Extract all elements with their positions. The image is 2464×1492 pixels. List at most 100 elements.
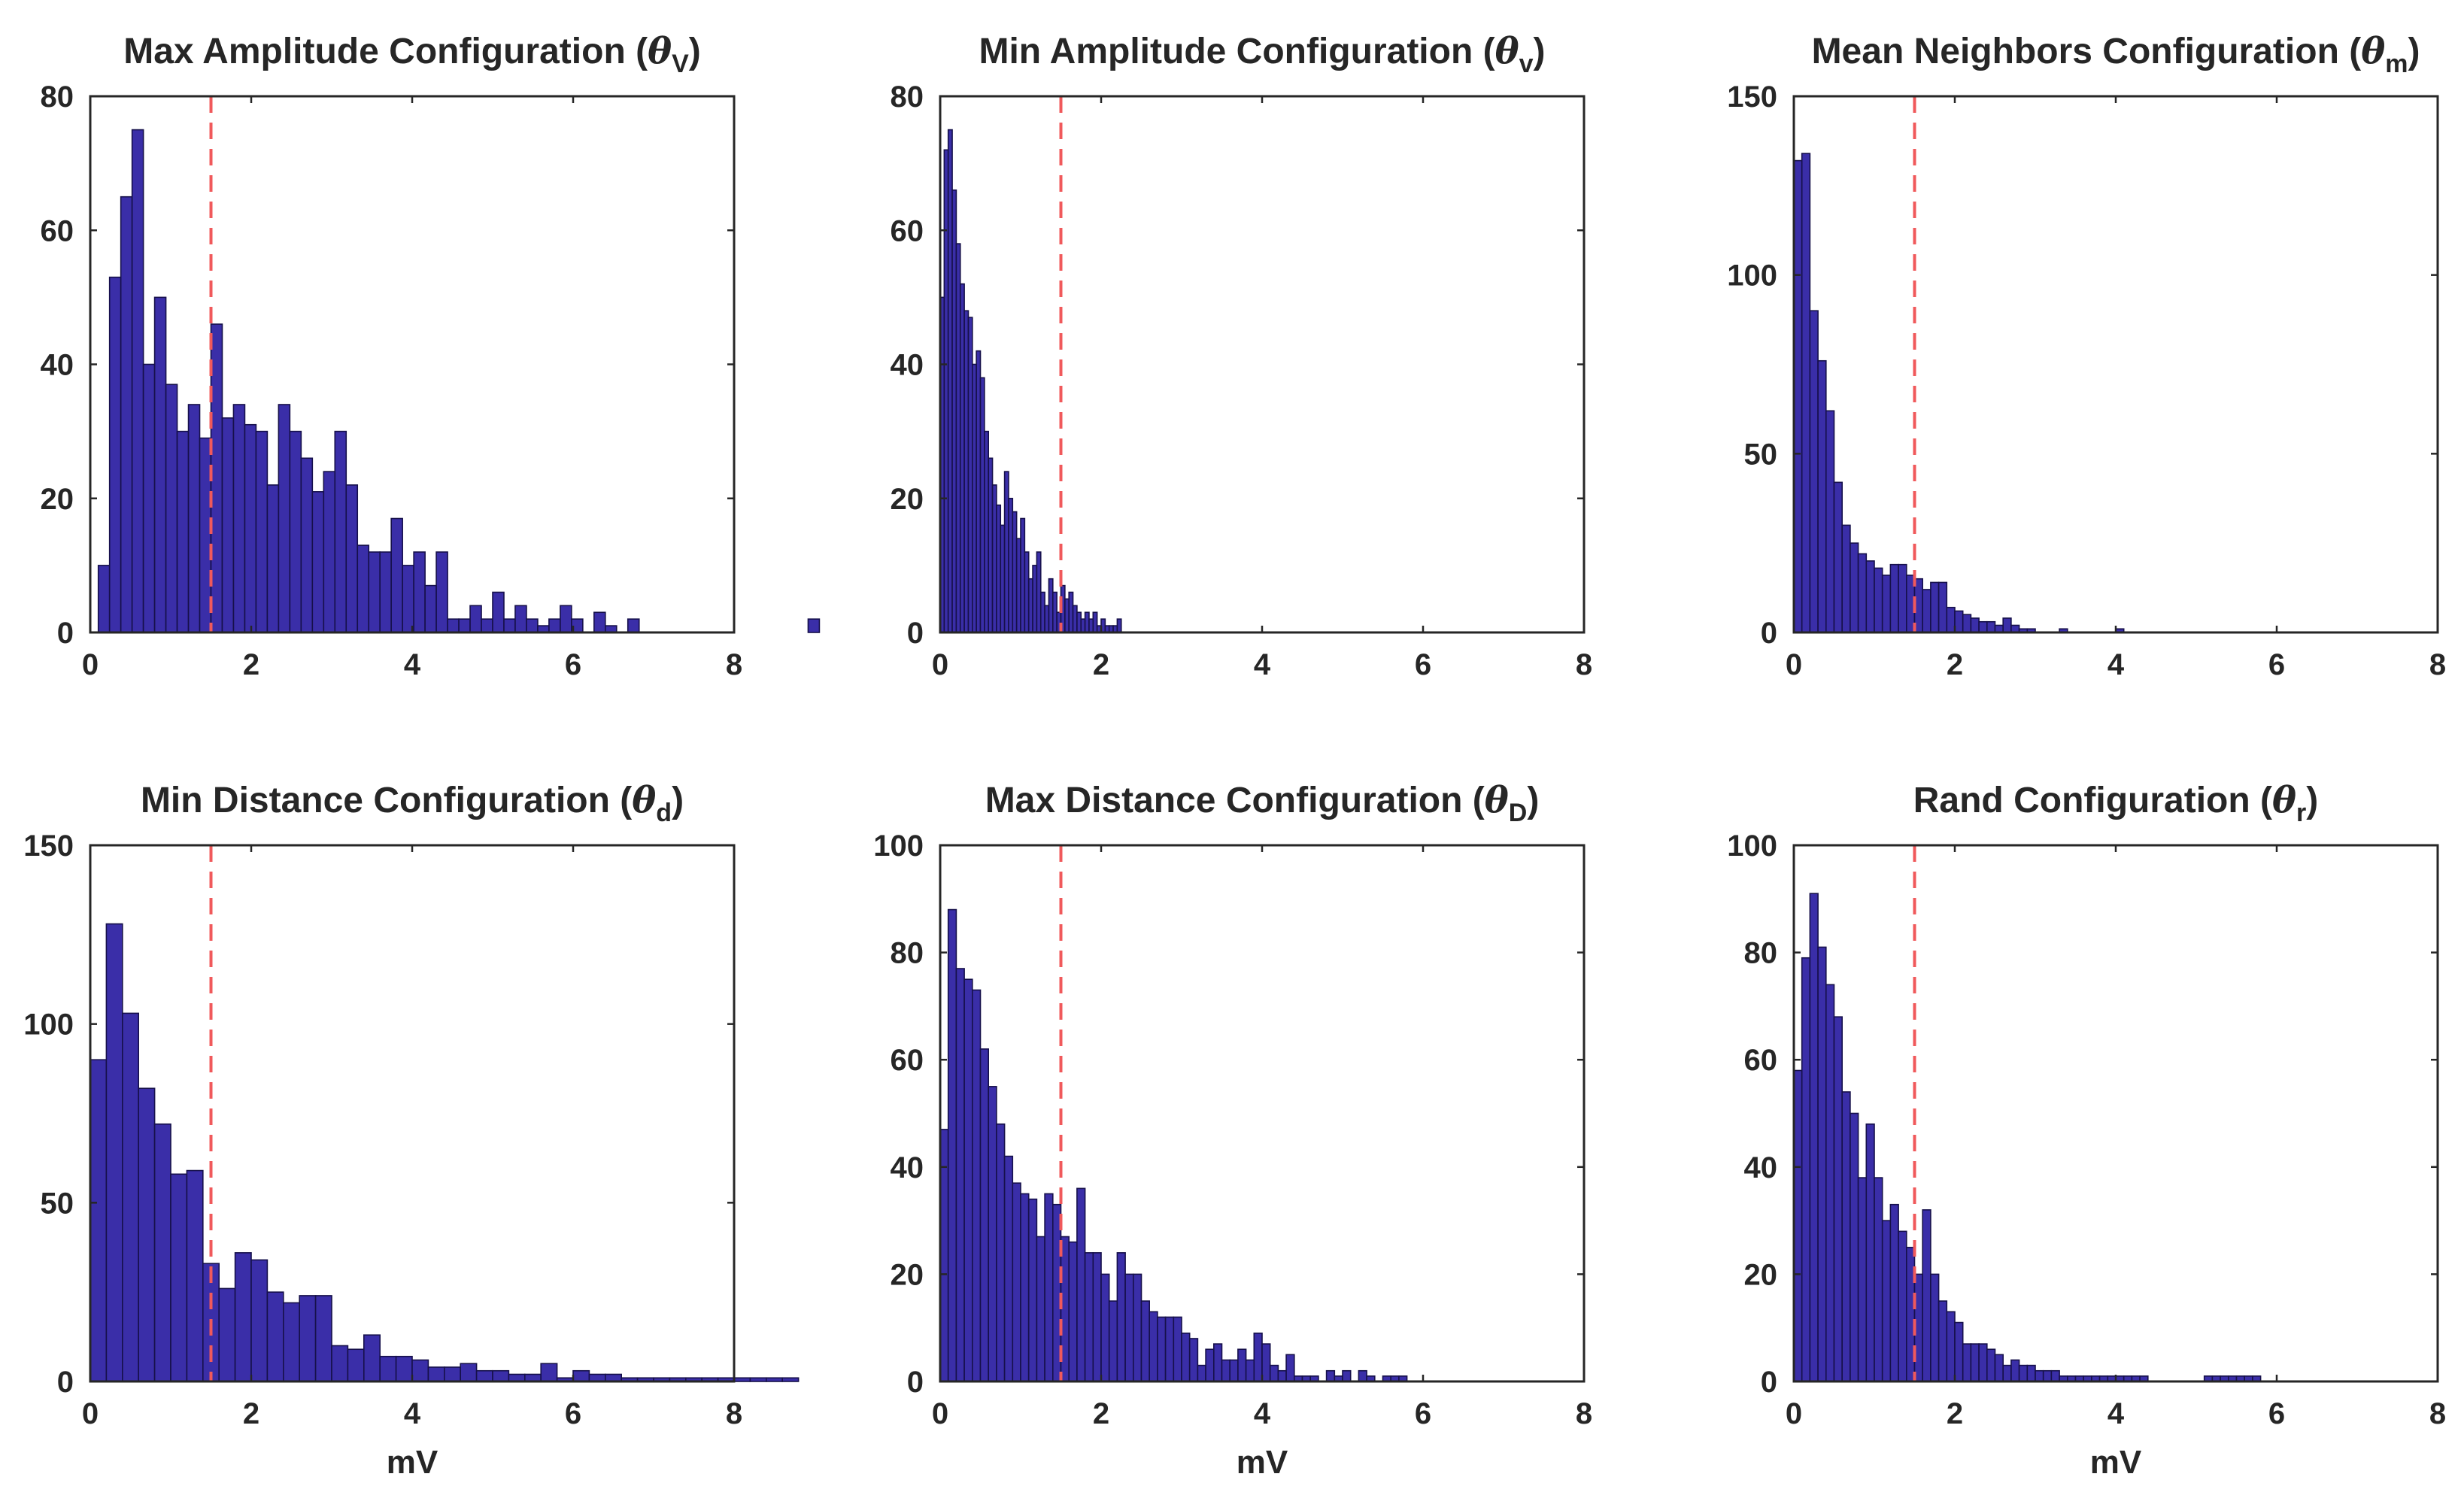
histogram-panel-4: 0 2 4 6 8 0 50 100 150 Min Distance Configuration… (23, 779, 800, 1481)
y-tick-label: 100 (23, 1008, 74, 1042)
histogram-bar (1052, 591, 1058, 633)
histogram-bar (1133, 1273, 1142, 1382)
histogram-bar (2035, 1369, 2044, 1382)
histogram-bar (1986, 1348, 1996, 1382)
histogram-bar (1027, 578, 1033, 633)
histogram-bar (218, 1287, 236, 1382)
histogram-bar (1116, 1252, 1126, 1382)
histogram-bar (1881, 1220, 1892, 1382)
y-tick-label: 150 (23, 829, 74, 863)
histogram-bar (1817, 359, 1827, 633)
histogram-bar (1213, 1343, 1223, 1382)
y-tick-label: 100 (873, 829, 924, 863)
chart-title-main: Rand Configuration ( (1913, 781, 2272, 820)
histogram-bar (572, 1369, 590, 1382)
x-tick-label: 6 (2268, 648, 2285, 681)
chart-title-close: ) (2408, 32, 2420, 71)
chart-title-main: Max Amplitude Configuration ( (123, 32, 648, 71)
x-tick-label: 6 (565, 648, 581, 681)
histogram-bar (1076, 1187, 1086, 1382)
histogram-bar (1044, 605, 1050, 633)
y-tick-label: 100 (1727, 829, 1777, 863)
histogram-bar (1108, 1300, 1118, 1382)
histogram-bar (1986, 620, 1996, 633)
histogram-bar (1342, 1369, 1352, 1382)
histogram-bar (991, 484, 997, 633)
chart-title: Min Distance Configuration (θd) (141, 779, 684, 827)
histogram-bar (749, 1377, 767, 1382)
histogram-bar (2042, 1369, 2053, 1382)
x-tick-label: 8 (2429, 648, 2446, 681)
histogram-bar (334, 430, 347, 633)
histogram-bar (996, 1123, 1006, 1382)
histogram-bar (97, 565, 111, 633)
histogram-bar (2002, 1364, 2012, 1382)
chart-title-close: ) (2306, 781, 2318, 820)
histogram-bar (979, 1048, 989, 1382)
histogram-bar (1801, 153, 1811, 633)
histogram-bar (1116, 618, 1122, 633)
chart-title-subscript: v (1519, 50, 1534, 78)
x-tick-label: 8 (726, 648, 742, 681)
chart-title-subscript: V (672, 50, 689, 78)
histogram-bar (481, 618, 493, 633)
histogram-bar (1793, 1069, 1803, 1382)
histogram-bar (458, 618, 471, 633)
histogram-bar (963, 310, 970, 633)
chart-title-main: Max Distance Configuration ( (985, 781, 1485, 820)
histogram-bar (627, 618, 640, 633)
histogram-bar (1003, 1155, 1014, 1382)
histogram-bar (1020, 517, 1026, 633)
histogram-bar (959, 283, 965, 633)
histogram-bar (443, 1366, 461, 1382)
histogram-bar (548, 618, 561, 633)
histogram-bar (1801, 957, 1811, 1382)
y-tick-label: 0 (57, 617, 74, 650)
histogram-bar (331, 1345, 349, 1382)
histogram-bar (475, 1369, 493, 1382)
y-tick-label: 60 (41, 214, 74, 247)
histogram-bar (2018, 1364, 2029, 1382)
histogram-bar (492, 1369, 510, 1382)
histogram-bar (282, 1302, 300, 1382)
x-tick-label: 0 (1786, 648, 1802, 681)
histogram-bar (1068, 1241, 1078, 1382)
chart-title: Min Amplitude Configuration (θv) (979, 30, 1545, 78)
histogram-bar (526, 618, 539, 633)
x-tick-label: 0 (932, 1397, 948, 1430)
histogram-bar (255, 430, 269, 633)
y-tick-label: 80 (891, 80, 924, 114)
histogram-bar (266, 484, 280, 633)
chart-title: Max Amplitude Configuration (θV) (123, 30, 701, 78)
histogram-bar (1938, 581, 1948, 633)
y-tick-label: 60 (891, 1044, 924, 1077)
histogram-bar (1003, 471, 1009, 633)
histogram-bar (1100, 1273, 1110, 1382)
histogram-bar (199, 437, 212, 633)
x-tick-label: 6 (1415, 1397, 1431, 1430)
histogram-bar (947, 129, 953, 633)
chart-title-close: ) (1534, 32, 1546, 71)
histogram-bar (1080, 618, 1086, 633)
chart-title-close: ) (689, 32, 701, 71)
y-tick-label: 0 (1761, 617, 1777, 650)
histogram-bar (395, 1355, 413, 1382)
histogram-bar (979, 377, 985, 633)
x-tick-label: 6 (565, 1397, 581, 1430)
histogram-bar (1024, 551, 1030, 633)
histogram-bar (413, 551, 426, 633)
histogram-bar (1088, 618, 1094, 633)
histogram-bar (1841, 1091, 1851, 1382)
histogram-bar (1358, 1369, 1367, 1382)
x-tick-label: 0 (1786, 1397, 1802, 1430)
histogram-bar (221, 417, 235, 633)
x-tick-label: 4 (1254, 648, 1271, 681)
x-tick-label: 4 (2107, 648, 2125, 681)
histogram-bar (1076, 611, 1082, 633)
histogram-bar (1825, 984, 1835, 1382)
chart-title-symbol: θ (2361, 30, 2385, 72)
histogram-bar (1857, 1177, 1868, 1382)
y-tick-label: 50 (1744, 438, 1778, 471)
